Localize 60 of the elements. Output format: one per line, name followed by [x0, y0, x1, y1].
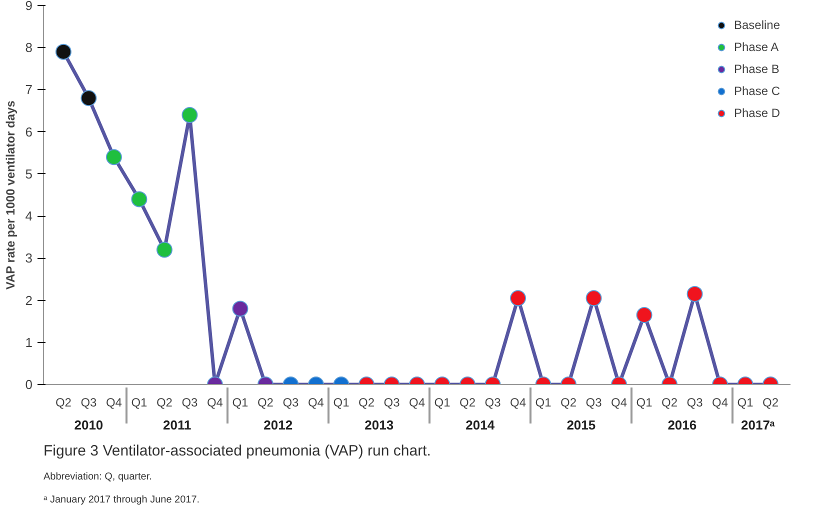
category-label: 2014 [466, 418, 495, 432]
category-label: Q4 [510, 396, 526, 410]
y-tick-label: 5 [25, 166, 33, 182]
point [182, 107, 198, 123]
category-label: Q4 [408, 396, 426, 410]
category-label: Q3 [282, 396, 299, 410]
category-label: Q4 [611, 396, 628, 410]
category-label: Q1 [333, 396, 350, 410]
category-label: Q1 [232, 396, 248, 410]
category-label: Q3 [384, 396, 400, 410]
legend-label: Baseline [734, 18, 780, 32]
category-label: Q2 [55, 396, 72, 410]
category-label: Q4 [106, 396, 122, 410]
y-tick-label: 9 [25, 0, 33, 13]
category-label: 2011 [162, 418, 192, 432]
category-label: Q1 [131, 396, 148, 410]
y-axis-title: VAP rate per 1000 ventilator days [3, 100, 18, 290]
category-label: Q3 [80, 396, 97, 410]
category-label: Q3 [182, 396, 198, 410]
category-label: Q2 [156, 396, 172, 410]
category-label: 2012 [264, 418, 293, 432]
point [131, 191, 148, 208]
y-tick-label: 6 [25, 124, 33, 140]
y-tick-label: 4 [25, 208, 33, 224]
legend-label: Phase D [734, 106, 780, 120]
category-label: 2017ᵃ [741, 418, 775, 432]
category-label: Q1 [535, 396, 552, 410]
category-label: Q1 [434, 396, 450, 410]
category-label: Q2 [762, 396, 779, 410]
y-tick-label: 0 [25, 377, 33, 392]
y-tick-label: 3 [25, 250, 33, 266]
y-tick-label: 1 [25, 334, 33, 350]
category-label: Q2 [257, 396, 274, 410]
text: ᵃ January 2017 through June 2017. [44, 494, 200, 506]
point [106, 149, 122, 166]
legend-label: Phase C [734, 84, 780, 98]
category-label: Q2 [358, 396, 375, 410]
category-label: Q3 [686, 396, 703, 410]
category-label: Q4 [308, 396, 324, 410]
category-label: Q3 [586, 396, 602, 410]
category-label: Q4 [712, 396, 728, 410]
category-label: Q1 [636, 396, 652, 410]
text: Figure 3 Ventilator-associated pneumonia (VAP) run chart. [44, 442, 431, 460]
category-label: Q2 [560, 396, 577, 410]
category-label: Q2 [662, 396, 678, 410]
category-label: 2016 [668, 418, 697, 432]
legend-label: Phase A [734, 40, 779, 54]
category-label: 2010 [74, 418, 104, 432]
category-label: Q3 [484, 396, 501, 410]
y-tick-label: 8 [25, 40, 33, 56]
category-label: 2015 [566, 418, 596, 432]
point [80, 90, 97, 106]
category-label: Q1 [737, 396, 754, 410]
category-label: Q2 [460, 396, 476, 410]
y-tick-label: 2 [25, 292, 33, 308]
category-label: Q4 [206, 396, 223, 410]
legend-label: Phase B [734, 62, 780, 76]
category-label: 2013 [364, 418, 394, 432]
text: Abbreviation: Q, quarter. [44, 472, 152, 482]
y-tick-label: 7 [25, 82, 33, 98]
